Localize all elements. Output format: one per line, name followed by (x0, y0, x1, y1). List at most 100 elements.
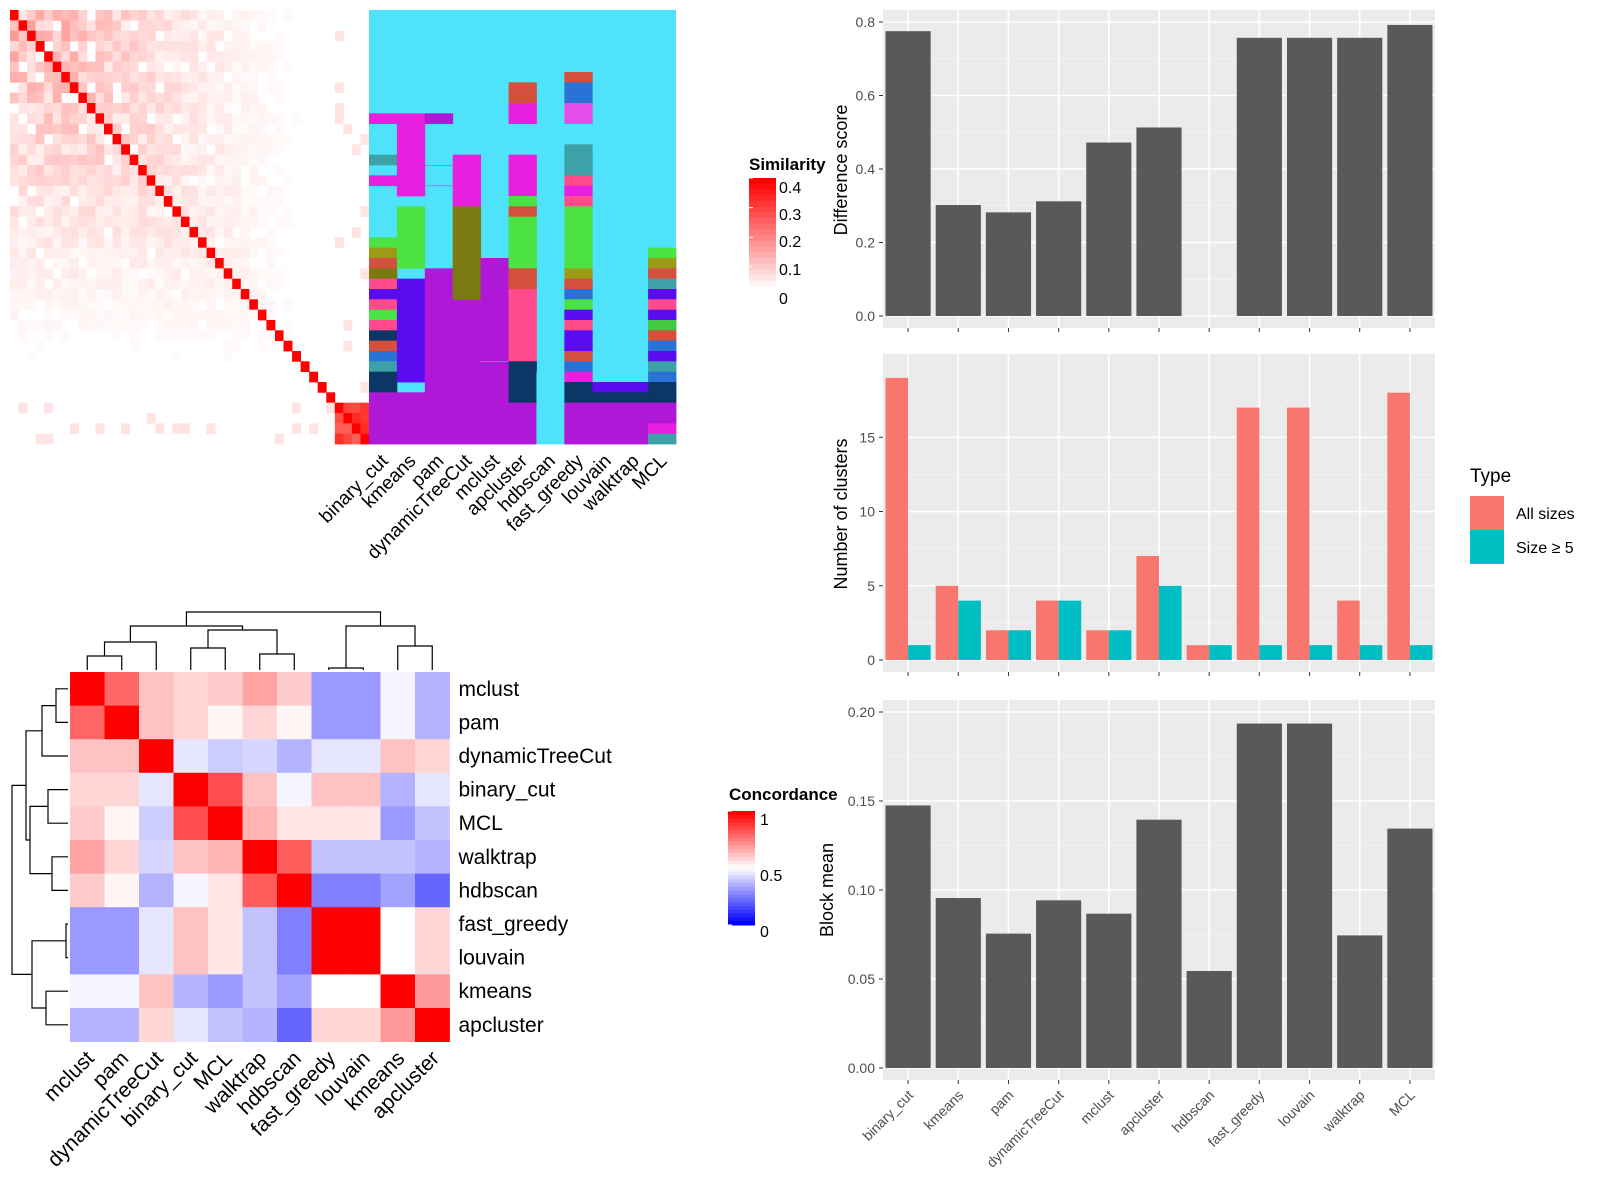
similarity-cell (121, 278, 131, 290)
similarity-cell (215, 196, 225, 207)
similarity-cell (27, 268, 37, 280)
similarity-cell (10, 113, 19, 125)
similarity-cell (35, 216, 45, 228)
similarity-cell (138, 216, 148, 228)
similarity-cell (61, 196, 71, 207)
similarity-cell (163, 20, 173, 32)
similarity-cell (10, 165, 19, 176)
similarity-cell (172, 196, 182, 207)
similarity-cell (163, 134, 173, 145)
bar (985, 212, 1032, 316)
similarity-cell (138, 289, 148, 300)
similarity-cell (232, 330, 242, 342)
similarity-cell (155, 10, 165, 21)
similarity-cell (104, 237, 113, 249)
similarity-cell (266, 278, 276, 290)
similarity-cell (266, 61, 276, 73)
similarity-cell (18, 196, 28, 207)
label-cell (508, 268, 537, 290)
bar (1236, 723, 1282, 1068)
legend-label-size-5: Size ≥ 5 (1516, 540, 1574, 557)
label-cell (396, 113, 426, 197)
concordance-legend-step (728, 906, 755, 911)
similarity-cell (172, 278, 182, 290)
label-cell (564, 196, 593, 207)
similarity-cell (215, 72, 225, 83)
similarity-cell (104, 113, 113, 125)
similarity-cell (52, 247, 62, 259)
bar-category-label: MCL (1386, 1087, 1418, 1119)
bar-category-label: pam (986, 1087, 1017, 1118)
label-cell (564, 320, 593, 331)
similarity-cell (146, 51, 156, 63)
similarity-cell (52, 144, 62, 156)
label-cell (564, 299, 593, 311)
similarity-cell (274, 144, 284, 156)
concordance-cell (70, 940, 105, 975)
similarity-cell (215, 113, 225, 125)
similarity-cell (129, 206, 139, 218)
similarity-cell (232, 309, 242, 321)
similarity-cell (112, 20, 122, 32)
similarity-cell (129, 299, 139, 311)
similarity-cell (112, 278, 122, 290)
similarity-cell (198, 185, 207, 197)
similarity-cell (223, 216, 233, 228)
concordance-cell (346, 705, 381, 740)
similarity-cell (249, 82, 259, 94)
similarity-cell (129, 113, 139, 125)
concordance-cell (242, 739, 278, 774)
similarity-cell (27, 72, 37, 83)
similarity-cell (206, 278, 216, 290)
concordance-cell (277, 940, 312, 975)
similarity-cell (10, 206, 19, 218)
bar (935, 898, 981, 1068)
similarity-cell (274, 113, 284, 125)
similarity-cell (112, 227, 122, 238)
similarity-cell (69, 299, 79, 311)
similarity-legend-step (749, 212, 776, 219)
similarity-cell (35, 175, 45, 187)
similarity-cell (27, 247, 37, 259)
concordance-legend-step (728, 864, 755, 869)
similarity-cell (112, 134, 122, 145)
y-tick-label: 15 (859, 429, 875, 445)
similarity-cell (215, 278, 225, 290)
concordance-cell (173, 873, 209, 908)
similarity-cell (86, 227, 96, 238)
similarity-cell (10, 134, 19, 145)
similarity-cell (10, 309, 19, 321)
similarity-cell (121, 144, 131, 156)
column-dendrogram-branch (345, 625, 416, 668)
legend-swatch-all-sizes (1470, 496, 1504, 530)
similarity-cell (292, 402, 302, 414)
label-cell (508, 361, 537, 404)
similarity-legend-step (749, 223, 776, 230)
similarity-cell (129, 278, 139, 290)
similarity-cell (78, 41, 88, 52)
similarity-cell (215, 227, 225, 238)
y-tick-label: 0.15 (848, 793, 875, 809)
bar-size-5 (1259, 645, 1282, 660)
column-dendrogram-branch (129, 625, 244, 642)
similarity-cell (138, 113, 148, 125)
similarity-cell (61, 82, 71, 94)
similarity-cell (69, 123, 79, 135)
bar (1036, 900, 1082, 1068)
similarity-cell (78, 216, 88, 228)
similarity-cell (95, 268, 105, 280)
similarity-cell (198, 330, 207, 342)
similarity-cell (69, 175, 79, 187)
similarity-cell (86, 216, 96, 228)
label-cell (369, 247, 398, 259)
similarity-cell (180, 154, 190, 166)
similarity-cell (121, 196, 131, 207)
similarity-cell (18, 20, 28, 32)
similarity-cell (334, 423, 344, 435)
similarity-cell (69, 227, 79, 238)
similarity-cell (223, 41, 233, 52)
similarity-cell (112, 154, 122, 166)
similarity-cell (232, 92, 242, 104)
similarity-cell (172, 330, 182, 342)
similarity-cell (10, 278, 19, 290)
